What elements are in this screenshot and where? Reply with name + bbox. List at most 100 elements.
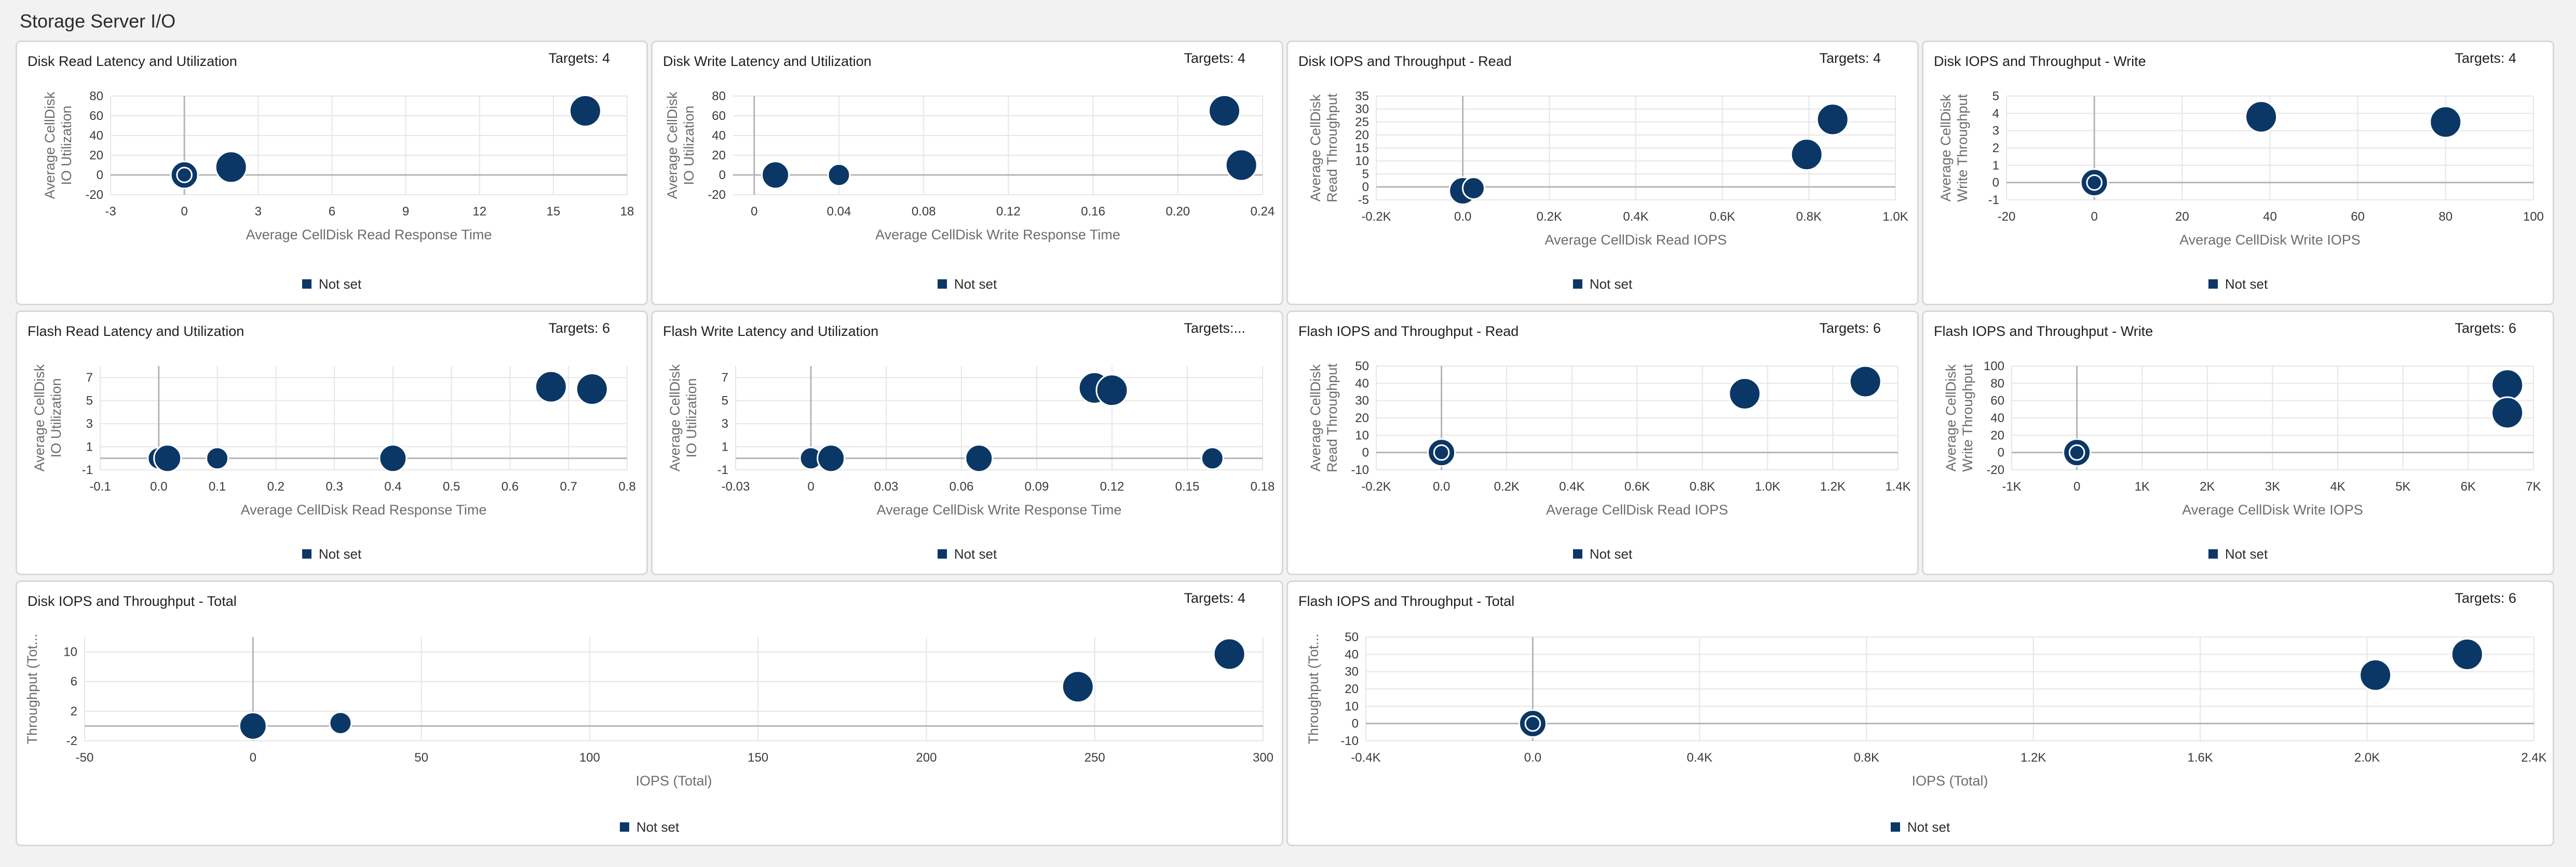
data-point-overlap-ring	[1433, 444, 1450, 461]
x-tick-label: 0.0	[1524, 751, 1541, 765]
panel-title: Disk Read Latency and Utilization	[28, 53, 237, 69]
y-tick-label: 0	[719, 168, 726, 182]
y-tick-label: 0	[1362, 180, 1369, 194]
y-tick-label: 2	[1992, 141, 1999, 155]
data-point[interactable]	[1728, 377, 1761, 410]
data-point[interactable]	[2491, 396, 2524, 429]
x-tick-label: 0.5	[443, 480, 460, 494]
panel-flash-iops-read[interactable]: Flash IOPS and Throughput - Read Targets…	[1286, 310, 1919, 575]
scatter-chart[interactable]: -50 0 50 100 150 200 250 300 10 6 2 -2 IOPS (Total) T…	[17, 582, 1283, 846]
scatter-chart[interactable]: -0.2K 0.0 0.2K 0.4K 0.6K 0.8K 1.0K 1.2K 1.4K 50 40…	[1288, 312, 1919, 575]
data-point[interactable]	[575, 372, 608, 405]
data-point[interactable]	[965, 444, 994, 473]
data-point[interactable]	[2359, 658, 2392, 692]
scatter-chart[interactable]: -3 0 3 6 9 12 15 18 80 60 40 20 0 -20 Average CellDisk…	[17, 42, 648, 305]
data-point[interactable]	[1208, 94, 1241, 127]
y-axis-title: Read Throughput	[1324, 93, 1340, 202]
data-point[interactable]	[1225, 148, 1258, 182]
chart-legend[interactable]: Not set	[1288, 276, 1917, 292]
panel-disk-iops-write[interactable]: Disk IOPS and Throughput - Write Targets…	[1922, 40, 2554, 305]
panel-title: Flash Read Latency and Utilization	[28, 323, 245, 339]
data-point[interactable]	[827, 163, 851, 187]
data-point[interactable]	[238, 711, 267, 740]
y-axis-title: Average CellDisk	[667, 364, 683, 471]
data-point[interactable]	[1061, 670, 1094, 703]
panel-title: Disk IOPS and Throughput - Write	[1934, 53, 2146, 69]
x-tick-label: 1.6K	[2187, 751, 2213, 765]
data-point[interactable]	[1518, 709, 1547, 738]
data-point[interactable]	[761, 160, 790, 189]
data-point[interactable]	[214, 151, 248, 184]
y-tick-label: 35	[1355, 89, 1369, 103]
data-point[interactable]	[2450, 638, 2484, 671]
y-tick-label: 7	[722, 371, 728, 385]
x-tick-label: 0.15	[1175, 480, 1200, 494]
data-point[interactable]	[568, 94, 602, 127]
y-tick-label: -10	[1340, 734, 1359, 748]
scatter-chart[interactable]: -20 0 20 40 60 80 100 5 4 3 2 1 0 -1 Average CellDisk …	[1923, 42, 2554, 305]
data-point[interactable]	[1849, 365, 1882, 398]
scatter-chart[interactable]: -0.1 0.0 0.1 0.2 0.3 0.4 0.5 0.6 0.7 0.8 7 5 3 1 -1 Ave…	[17, 312, 648, 575]
data-point[interactable]	[1095, 374, 1129, 407]
data-point[interactable]	[1816, 103, 1849, 136]
scatter-chart[interactable]: 0 0.04 0.08 0.12 0.16 0.20 0.24 80 60 40 20 0 -20 Ave…	[653, 42, 1283, 305]
x-tick-label: 0.4	[384, 480, 401, 494]
data-point[interactable]	[2429, 105, 2462, 139]
x-tick-label: -0.1	[89, 480, 111, 494]
scatter-chart[interactable]: -0.4K 0.0 0.4K 0.8K 1.2K 1.6K 2.0K 2.4K 50 40 30 20…	[1288, 582, 2554, 846]
x-tick-label: 0.12	[996, 205, 1021, 219]
targets-count: Targets: 4	[2455, 50, 2516, 66]
panel-disk-iops-total[interactable]: Disk IOPS and Throughput - Total Targets…	[16, 580, 1283, 846]
data-point[interactable]	[1462, 177, 1485, 200]
data-point[interactable]	[206, 446, 229, 470]
chart-legend[interactable]: Not set	[17, 276, 646, 292]
y-tick-label: 10	[1355, 154, 1369, 168]
y-tick-label: 3	[1992, 124, 1999, 138]
y-tick-label: 20	[1355, 411, 1369, 425]
data-point[interactable]	[2491, 369, 2524, 402]
data-point[interactable]	[1427, 438, 1456, 467]
data-point[interactable]	[2080, 168, 2109, 197]
scatter-chart[interactable]: -0.2K 0.0 0.2K 0.4K 0.6K 0.8K 1.0K 353025201510…	[1288, 42, 1919, 305]
panel-flash-write-latency[interactable]: Flash Write Latency and Utilization Targ…	[651, 310, 1283, 575]
panel-title: Disk IOPS and Throughput - Total	[28, 593, 237, 609]
panel-flash-iops-total[interactable]: Flash IOPS and Throughput - Total Target…	[1286, 580, 2554, 846]
scatter-chart[interactable]: -1K 0 1K 2K 3K 4K 5K 6K 7K 100 80 60 40 20 0 -20 Average…	[1923, 312, 2554, 575]
panel-disk-read-latency[interactable]: Disk Read Latency and Utilization Target…	[16, 40, 648, 305]
targets-count: Targets: 4	[1184, 50, 1245, 66]
y-tick-label: -1	[82, 463, 93, 477]
y-tick-label: 2	[71, 705, 77, 719]
y-tick-label: 50	[1345, 630, 1359, 644]
data-point[interactable]	[1213, 638, 1246, 671]
y-tick-label: 0	[1352, 717, 1359, 731]
chart-legend[interactable]: Not set	[17, 546, 646, 562]
data-point[interactable]	[170, 160, 199, 189]
data-point[interactable]	[1200, 446, 1224, 470]
chart-legend[interactable]: Not set	[1923, 546, 2553, 562]
data-point[interactable]	[2063, 438, 2092, 467]
legend-label: Not set	[1589, 546, 1633, 562]
panel-disk-write-latency[interactable]: Disk Write Latency and Utilization Targe…	[651, 40, 1283, 305]
data-point[interactable]	[534, 370, 567, 403]
chart-legend[interactable]: Not set	[1923, 276, 2553, 292]
scatter-chart[interactable]: -0.03 0 0.03 0.06 0.09 0.12 0.15 0.18 7 5 3 1 -1 Aver…	[653, 312, 1283, 575]
panel-flash-iops-write[interactable]: Flash IOPS and Throughput - Write Target…	[1922, 310, 2554, 575]
chart-legend[interactable]: Not set	[1288, 546, 1917, 562]
x-tick-label: 1.0K	[1755, 480, 1780, 494]
y-tick-label: 40	[712, 129, 726, 143]
chart-legend[interactable]: Not set	[653, 546, 1282, 562]
y-tick-label: 1	[1992, 158, 1999, 172]
data-point[interactable]	[153, 444, 182, 473]
panel-flash-read-latency[interactable]: Flash Read Latency and Utilization Targe…	[16, 310, 648, 575]
panel-disk-iops-read[interactable]: Disk IOPS and Throughput - Read Targets:…	[1286, 40, 1919, 305]
chart-legend[interactable]: Not set	[653, 276, 1282, 292]
x-tick-label: 0.6K	[1624, 480, 1650, 494]
data-point[interactable]	[1790, 138, 1823, 171]
data-point[interactable]	[2245, 100, 2278, 133]
chart-legend[interactable]: Not set	[1288, 819, 2553, 835]
data-point[interactable]	[817, 444, 846, 473]
data-point[interactable]	[329, 711, 352, 735]
chart-legend[interactable]: Not set	[17, 819, 1282, 835]
data-point[interactable]	[378, 444, 408, 473]
targets-count: Targets: 6	[2455, 320, 2516, 336]
